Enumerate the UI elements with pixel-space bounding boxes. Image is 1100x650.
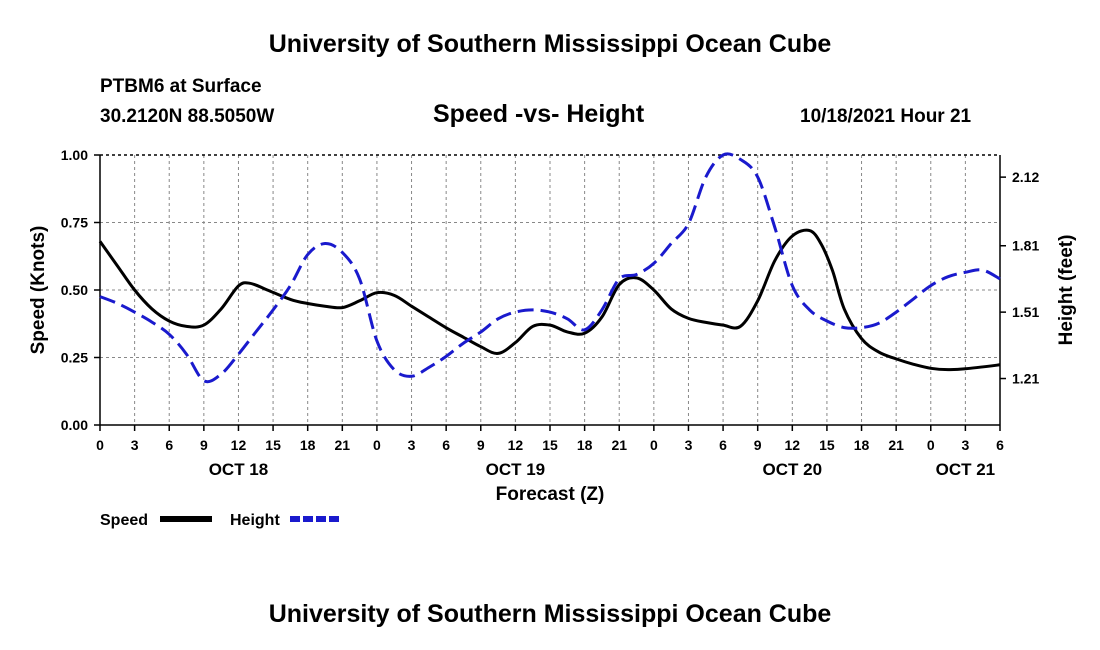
x-tick-label: 6 bbox=[996, 437, 1004, 453]
x-tick-label: 9 bbox=[477, 437, 485, 453]
legend-label-speed: Speed bbox=[100, 512, 148, 529]
y-left-tick-label: 1.00 bbox=[61, 147, 88, 163]
x-tick-label: 18 bbox=[854, 437, 870, 453]
y-left-tick-label: 0.25 bbox=[61, 350, 88, 366]
x-tick-label: 6 bbox=[442, 437, 450, 453]
x-tick-label: 12 bbox=[508, 437, 524, 453]
x-tick-label: 9 bbox=[754, 437, 762, 453]
y-right-tick-label: 1.81 bbox=[1012, 238, 1039, 254]
x-tick-label: 3 bbox=[131, 437, 139, 453]
series-line-height bbox=[99, 152, 1001, 384]
x-tick-label: 18 bbox=[577, 437, 593, 453]
datetime-label: 10/18/2021 Hour 21 bbox=[800, 106, 972, 127]
y-left-tick-label: 0.75 bbox=[61, 215, 88, 231]
series-line-speed bbox=[98, 228, 1001, 372]
x-tick-label: 12 bbox=[231, 437, 247, 453]
x-axis-title: Forecast (Z) bbox=[496, 484, 605, 505]
x-tick-label: 15 bbox=[542, 437, 558, 453]
x-tick-label: 21 bbox=[611, 437, 627, 453]
x-tick-label: 9 bbox=[200, 437, 208, 453]
x-tick-label: 15 bbox=[819, 437, 835, 453]
y-left-tick-label: 0.00 bbox=[61, 417, 88, 433]
x-tick-label: 6 bbox=[719, 437, 727, 453]
x-tick-label: 3 bbox=[685, 437, 693, 453]
x-tick-label: 0 bbox=[927, 437, 935, 453]
x-tick-label: 18 bbox=[300, 437, 316, 453]
speed-height-chart: 0.00 0.25 0.50 0.75 1.00 1.21 1.51 1.81 2.12 0 3 6 9… bbox=[28, 147, 1077, 529]
coordinates-label: 30.2120N 88.5050W bbox=[100, 106, 275, 127]
y-left-tick-label: 0.50 bbox=[61, 282, 88, 298]
y-left-axis-title: Speed (Knots) bbox=[28, 226, 49, 355]
x-tick-label: 0 bbox=[650, 437, 658, 453]
y-right-tick-label: 1.51 bbox=[1012, 304, 1039, 320]
x-tick-label: 6 bbox=[165, 437, 173, 453]
x-tick-label: 21 bbox=[888, 437, 904, 453]
x-tick-label: 3 bbox=[961, 437, 969, 453]
station-label: PTBM6 at Surface bbox=[100, 76, 262, 97]
x-tick-label: 21 bbox=[335, 437, 351, 453]
main-title: University of Southern Mississippi Ocean… bbox=[268, 30, 832, 58]
y-right-tick-label: 1.21 bbox=[1012, 371, 1039, 387]
y-right-tick-label: 2.12 bbox=[1012, 169, 1039, 185]
chart-title: Speed -vs- Height bbox=[433, 100, 645, 128]
x-tick-label: 15 bbox=[265, 437, 281, 453]
legend-label-height: Height bbox=[230, 512, 280, 529]
day-label: OCT 20 bbox=[763, 460, 823, 479]
y-right-axis-title: Height (feet) bbox=[1056, 235, 1077, 346]
x-tick-label: 12 bbox=[785, 437, 801, 453]
day-label: OCT 21 bbox=[936, 460, 996, 479]
footer-title: University of Southern Mississippi Ocean… bbox=[268, 600, 832, 628]
day-label: OCT 19 bbox=[486, 460, 546, 479]
x-tick-label: 3 bbox=[408, 437, 416, 453]
x-tick-label: 0 bbox=[96, 437, 104, 453]
x-tick-label: 0 bbox=[373, 437, 381, 453]
day-label: OCT 18 bbox=[209, 460, 269, 479]
